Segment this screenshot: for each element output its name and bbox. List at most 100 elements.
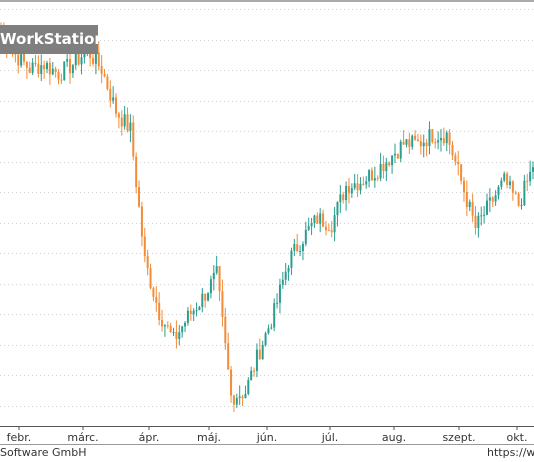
- candle-body: [258, 349, 261, 360]
- candle-body: [431, 129, 434, 143]
- candle-body: [28, 67, 31, 73]
- candle-body: [462, 180, 465, 193]
- candle-body: [359, 183, 362, 191]
- footer-copyright: Software GmbH: [0, 446, 87, 459]
- candle-body: [181, 326, 184, 333]
- candle-body: [485, 200, 488, 215]
- candle-body: [103, 73, 106, 77]
- candle-body: [273, 303, 276, 328]
- candle: [117, 111, 120, 129]
- candle: [230, 365, 233, 403]
- candle: [529, 160, 532, 186]
- candle: [532, 161, 534, 180]
- candle-body: [66, 59, 69, 62]
- candle-body: [31, 62, 34, 73]
- candle: [250, 366, 253, 381]
- candle-body: [316, 215, 319, 224]
- candle-body: [201, 293, 204, 307]
- candle-body: [347, 186, 350, 194]
- candle-body: [92, 57, 95, 64]
- candle-body: [48, 62, 51, 75]
- candle-body: [327, 230, 330, 232]
- candle: [399, 139, 402, 163]
- candle-body: [178, 332, 181, 340]
- candle-body: [313, 215, 316, 224]
- candle: [163, 324, 166, 337]
- candle-body: [290, 250, 293, 268]
- candle-body: [419, 141, 422, 147]
- candle-body: [365, 181, 368, 185]
- candle: [526, 173, 529, 191]
- candle: [477, 212, 480, 238]
- candle: [112, 86, 115, 104]
- candle: [63, 61, 66, 81]
- candle-body: [158, 302, 161, 320]
- candle-body: [51, 68, 54, 75]
- candle: [267, 324, 270, 335]
- candle-body: [74, 52, 77, 66]
- candle: [405, 139, 408, 148]
- candle-body: [529, 171, 532, 182]
- candle-body: [255, 349, 258, 371]
- candle: [391, 155, 394, 174]
- candle-body: [123, 114, 126, 127]
- candle-body: [132, 122, 135, 157]
- candle: [241, 394, 244, 407]
- candle: [31, 58, 34, 76]
- candle-body: [508, 181, 511, 186]
- candle: [485, 193, 488, 216]
- candle-body: [54, 68, 57, 72]
- candle: [330, 221, 333, 238]
- x-tick-label: jún.: [256, 431, 278, 444]
- candle: [281, 271, 284, 289]
- candle: [393, 143, 396, 164]
- x-tick-label: márc.: [67, 431, 98, 444]
- candle-body: [106, 76, 109, 89]
- candle-body: [307, 226, 310, 230]
- candle-body: [143, 236, 146, 256]
- candle-body: [411, 135, 414, 147]
- candle-body: [238, 396, 241, 399]
- candle-body: [172, 331, 175, 333]
- candle: [468, 199, 471, 212]
- candle: [523, 174, 526, 207]
- candle-body: [207, 293, 210, 301]
- candle-body: [212, 272, 215, 280]
- candle: [201, 288, 204, 313]
- candle: [244, 385, 247, 399]
- candle: [416, 133, 419, 142]
- candle: [411, 134, 414, 150]
- candle: [514, 190, 517, 195]
- candle-body: [368, 170, 371, 182]
- candle-body: [235, 398, 238, 405]
- candle-body: [287, 267, 290, 272]
- candle: [396, 153, 399, 159]
- candle-body: [138, 187, 141, 207]
- candle: [497, 185, 500, 200]
- candle: [158, 292, 161, 326]
- candle-body: [428, 129, 431, 147]
- candle: [333, 206, 336, 242]
- candle: [379, 152, 382, 182]
- candle-body: [17, 54, 20, 66]
- candle-body: [57, 71, 60, 80]
- candle-body: [126, 114, 129, 131]
- x-tick-labels: febr. márc. ápr. máj. jún. júl. aug. szept. okt.: [7, 426, 527, 444]
- candle: [43, 60, 46, 79]
- candle-body: [63, 61, 66, 81]
- candle-body: [460, 164, 463, 181]
- candle: [316, 212, 319, 224]
- candle-body: [373, 178, 376, 181]
- candle-body: [483, 214, 486, 216]
- candle-body: [299, 250, 302, 252]
- candle-body: [480, 215, 483, 217]
- candle-body: [342, 194, 345, 201]
- candle-body: [276, 302, 279, 304]
- candle-body: [356, 183, 359, 191]
- candle: [508, 175, 511, 190]
- candle-body: [77, 52, 80, 65]
- candle-body: [71, 65, 74, 74]
- candle-body: [215, 266, 218, 273]
- candle: [474, 206, 477, 235]
- candle-body: [451, 144, 454, 156]
